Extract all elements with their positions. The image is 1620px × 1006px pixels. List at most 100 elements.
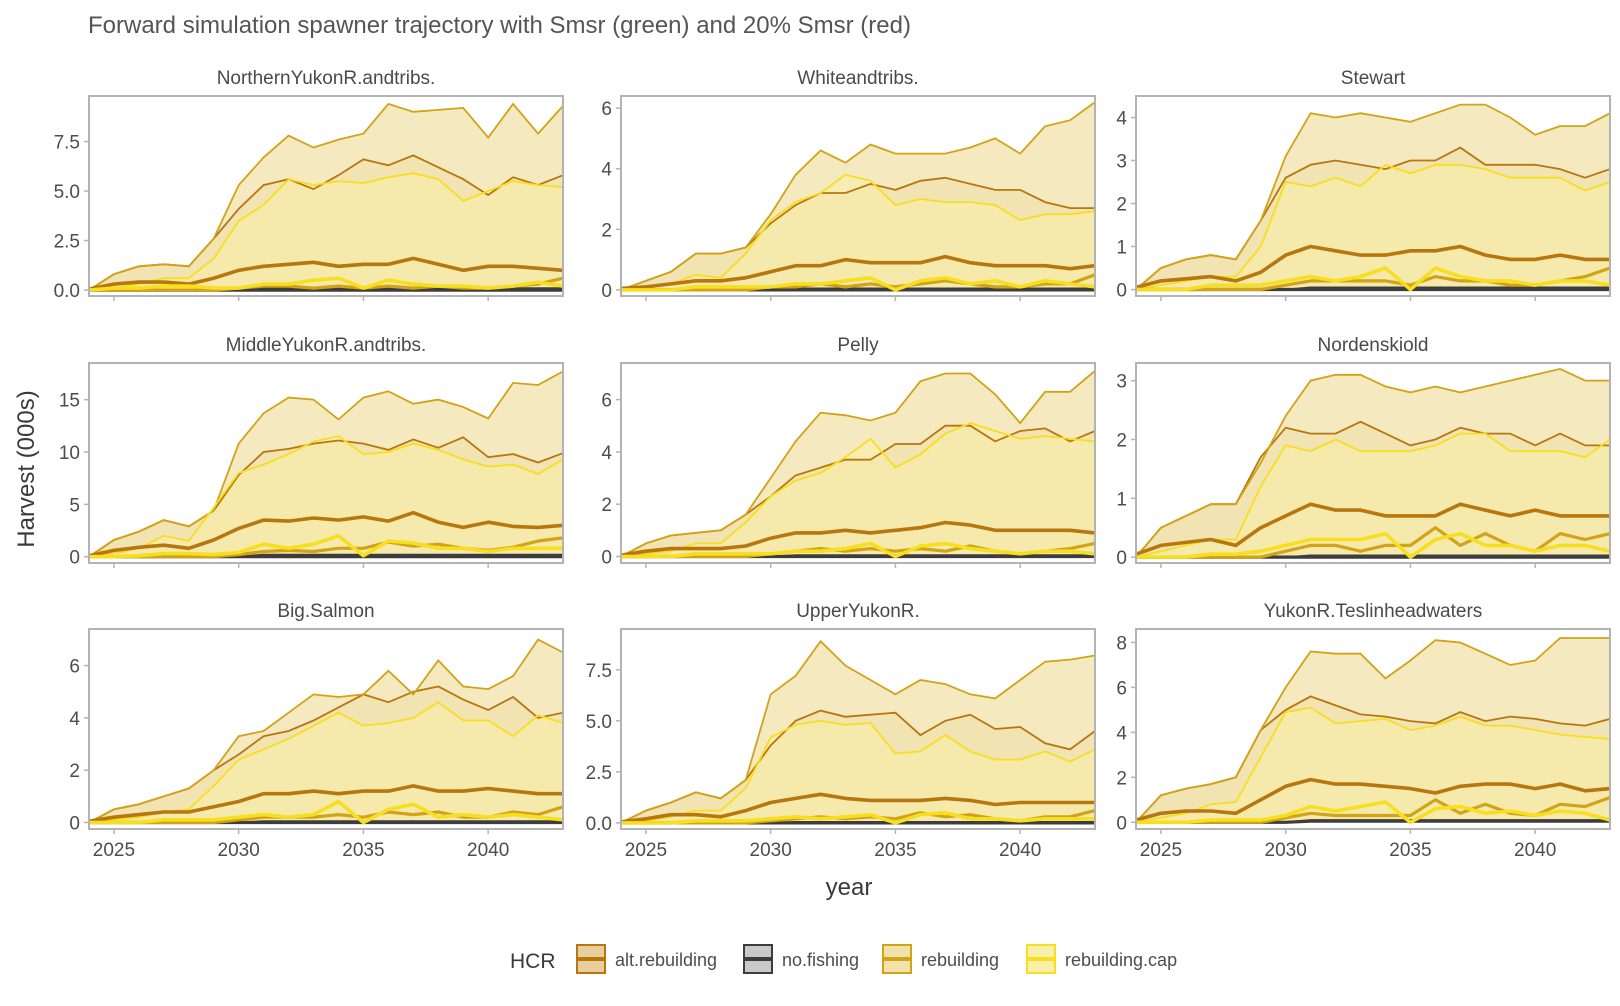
upper-line-rebuilding-cap xyxy=(621,422,1095,558)
panel-middleyukonr-andtribs: MiddleYukonR.andtribs. 0 5 10 15 xyxy=(59,335,564,569)
median-line-rebuilding-cap xyxy=(621,810,1095,825)
panel-series xyxy=(89,370,563,559)
legend: HCR alt.rebuilding no.fishing rebuilding re… xyxy=(510,944,1177,974)
panel-series xyxy=(1136,367,1610,559)
median-line-rebuilding-cap xyxy=(1136,266,1610,292)
y-tick-label: 6 xyxy=(69,657,80,678)
y-tick-label: 0 xyxy=(69,813,80,834)
y-tick-label: 6 xyxy=(1116,678,1127,699)
upper-line-rebuilding xyxy=(621,639,1095,824)
ribbon-rebuilding-cap xyxy=(1136,433,1610,558)
y-tick-label: 6 xyxy=(601,99,612,120)
panel-big-salmon: Big.Salmon 0 2 4 6 2025 2030 2035 2040 xyxy=(69,601,564,861)
median-line-rebuilding-cap xyxy=(621,275,1095,292)
panel-border xyxy=(1135,362,1611,564)
upper-line-rebuilding xyxy=(89,102,563,291)
y-tick-label: 2 xyxy=(69,761,80,782)
panel-title-nordenskiold: Nordenskiold xyxy=(1318,335,1429,356)
median-line-alt-rebuilding xyxy=(621,792,1095,824)
y-tick-label: 0 xyxy=(1116,548,1127,569)
upper-line-rebuilding xyxy=(621,101,1095,291)
median-line-alt-rebuilding xyxy=(1136,777,1610,822)
y-tick-label: 4 xyxy=(69,709,80,730)
panel-border xyxy=(620,628,1096,830)
panel-series xyxy=(89,102,563,292)
legend-title: HCR xyxy=(510,950,556,973)
median-line-alt-rebuilding xyxy=(1136,502,1610,556)
panel-whiteandtribs: Whiteandtribs. 0 2 4 6 xyxy=(601,68,1096,302)
y-tick-label: 7.5 xyxy=(54,133,80,154)
panel-border xyxy=(88,95,564,297)
ribbon-rebuilding-cap xyxy=(1136,707,1610,823)
legend-label-alt-rebuilding: alt.rebuilding xyxy=(615,950,717,970)
y-tick-label: 2.5 xyxy=(54,232,80,253)
y-tick-label: 2 xyxy=(601,495,612,516)
x-tick-label: 2035 xyxy=(1389,840,1431,861)
median-line-alt-rebuilding xyxy=(89,784,563,823)
panel-border xyxy=(620,95,1096,297)
x-tick-label: 2035 xyxy=(342,840,384,861)
panel-series xyxy=(1136,103,1610,292)
x-tick-label: 2040 xyxy=(999,840,1041,861)
panel-series xyxy=(621,101,1095,292)
x-tick-label: 2025 xyxy=(1140,840,1182,861)
y-tick-label: 2 xyxy=(1116,768,1127,789)
panel-title-northernyukonr-andtribs: NorthernYukonR.andtribs. xyxy=(217,68,436,89)
upper-line-rebuilding-cap xyxy=(89,435,563,558)
panel-border xyxy=(88,362,564,564)
upper-line-rebuilding-cap xyxy=(89,172,563,291)
y-tick-label: 2 xyxy=(1116,195,1127,216)
panel-nordenskiold: Nordenskiold 0 1 2 3 xyxy=(1116,335,1611,569)
y-tick-label: 10 xyxy=(59,443,80,464)
panel-upperyukonr: UpperYukonR. 0.0 2.5 5.0 7.5 2025 2030 2035 2040 xyxy=(586,601,1096,861)
y-tick-label: 3 xyxy=(1116,372,1127,393)
facet-panels: NorthernYukonR.andtribs. 0.0 2.5 5.0 7.5 Whit… xyxy=(54,68,1611,861)
panel-series xyxy=(89,638,563,825)
median-line-rebuilding-cap xyxy=(89,799,563,825)
upper-line-rebuilding xyxy=(1136,103,1610,291)
y-tick-label: 7.5 xyxy=(586,661,612,682)
x-tick-label: 2030 xyxy=(218,840,260,861)
panel-title-middleyukonr-andtribs: MiddleYukonR.andtribs. xyxy=(226,335,427,356)
panel-title-pelly: Pelly xyxy=(837,335,879,356)
panel-yukonr-teslinheadwaters: YukonR.Teslinheadwaters 0 2 4 6 8 2025 2030 2035… xyxy=(1116,601,1611,861)
y-tick-label: 2 xyxy=(1116,430,1127,451)
median-line-alt-rebuilding xyxy=(621,520,1095,557)
panel-title-whiteandtribs: Whiteandtribs. xyxy=(797,68,918,89)
y-tick-label: 0 xyxy=(1116,281,1127,302)
panel-title-yukonr-teslinheadwaters: YukonR.Teslinheadwaters xyxy=(1264,601,1483,622)
ribbon-rebuilding-cap xyxy=(621,720,1095,823)
upper-line-rebuilding-cap xyxy=(1136,706,1610,824)
median-line-alt-rebuilding xyxy=(89,256,563,291)
median-line-rebuilding-cap xyxy=(1136,531,1610,559)
x-tick-label: 2030 xyxy=(750,840,792,861)
ribbon-rebuilding-cap xyxy=(89,436,563,557)
x-tick-label: 2030 xyxy=(1265,840,1307,861)
panel-series xyxy=(621,370,1095,559)
panel-border xyxy=(88,628,564,830)
y-tick-label: 1 xyxy=(1116,489,1127,510)
y-tick-label: 4 xyxy=(1116,723,1127,744)
y-tick-label: 1 xyxy=(1116,238,1127,259)
y-tick-label: 5.0 xyxy=(54,182,80,203)
x-axis-label: year xyxy=(826,874,873,901)
ribbon-rebuilding-cap xyxy=(89,173,563,291)
y-tick-label: 2.5 xyxy=(586,763,612,784)
y-tick-label: 4 xyxy=(601,443,612,464)
median-line-rebuilding-cap xyxy=(621,541,1095,559)
panel-border xyxy=(1135,628,1611,830)
upper-line-rebuilding-cap xyxy=(621,173,1095,291)
upper-line-rebuilding xyxy=(1136,637,1610,823)
panel-title-big-salmon: Big.Salmon xyxy=(277,601,374,622)
upper-line-rebuilding xyxy=(89,370,563,558)
y-tick-label: 0.0 xyxy=(586,814,612,835)
legend-item-rebuilding: rebuilding xyxy=(882,944,999,974)
panel-series xyxy=(621,639,1095,825)
median-line-rebuilding-cap xyxy=(89,533,563,559)
panel-title-upperyukonr: UpperYukonR. xyxy=(796,601,920,622)
median-line-alt-rebuilding xyxy=(621,254,1095,291)
panel-border xyxy=(620,362,1096,564)
y-tick-label: 15 xyxy=(59,391,80,412)
